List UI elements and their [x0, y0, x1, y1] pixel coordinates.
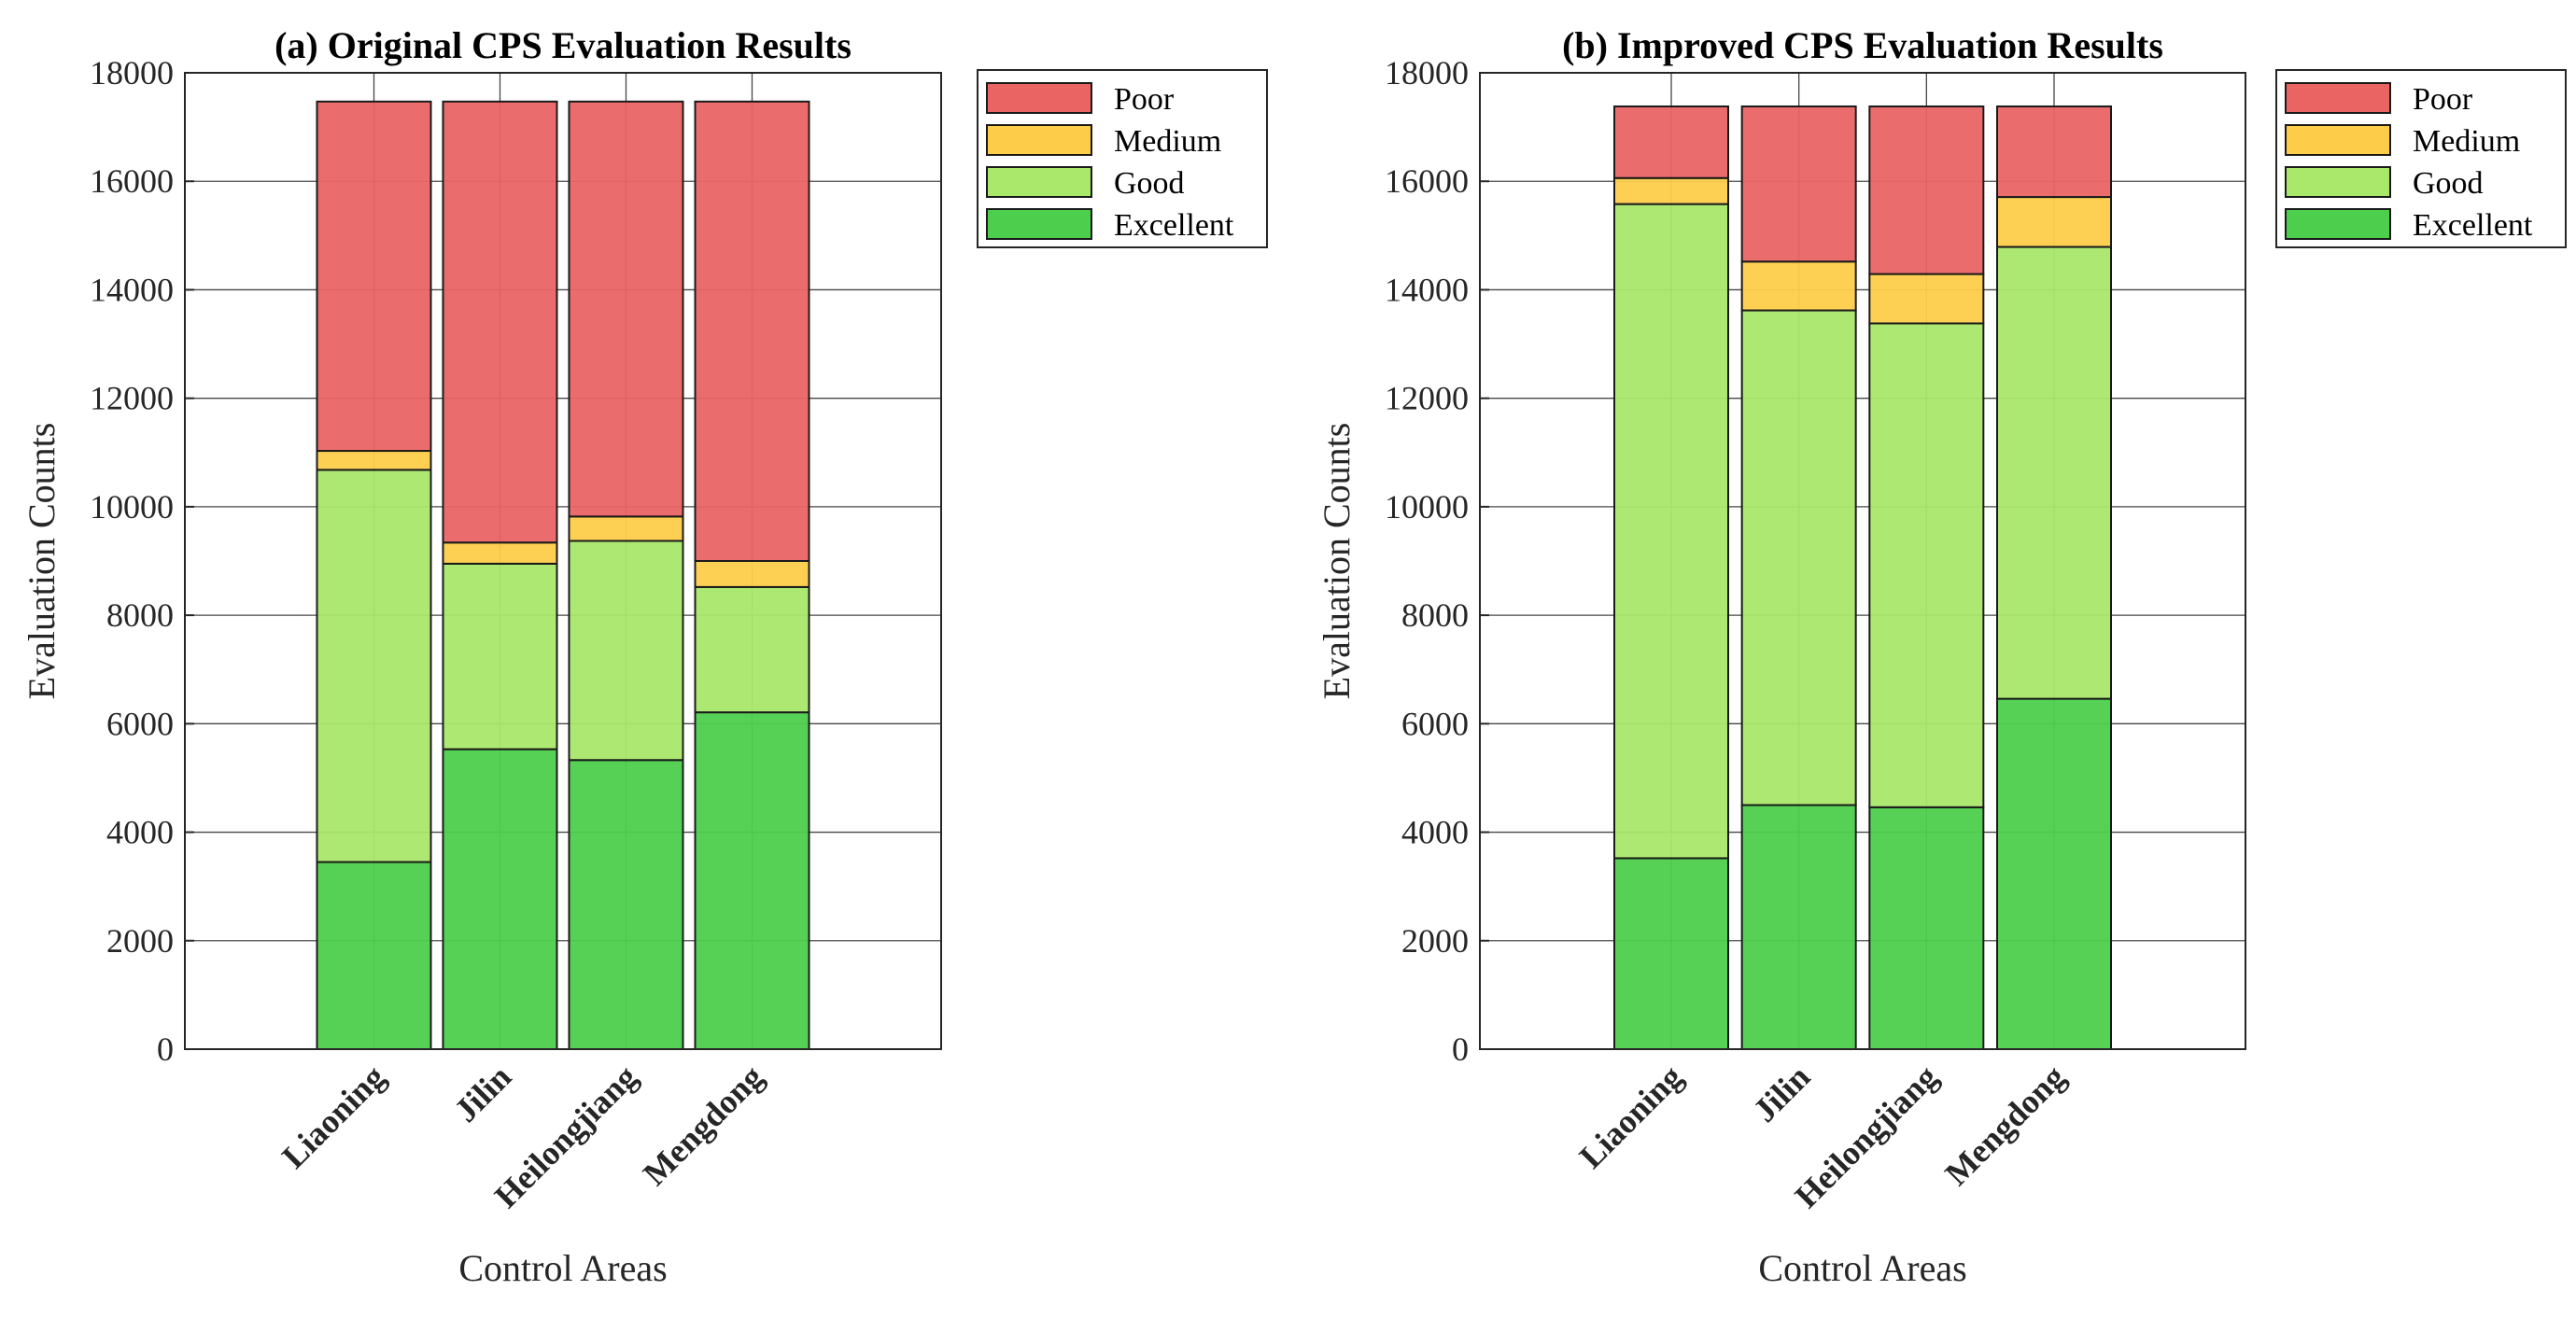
y-tick-label: 0 — [1452, 1031, 1469, 1068]
bar-good-mengdong — [1996, 245, 2112, 700]
bar-good-liaoning — [1613, 203, 1729, 860]
y-tick-label: 16000 — [1385, 162, 1469, 200]
bar-excellent-liaoning — [1613, 857, 1729, 1051]
y-tick-label: 2000 — [1401, 922, 1469, 960]
legend-swatch-medium — [986, 124, 1092, 156]
grid — [185, 73, 941, 1049]
x-tick-label: Jilin — [447, 1058, 518, 1129]
bar-excellent-liaoning — [316, 861, 432, 1050]
y-tick-label: 4000 — [1401, 814, 1469, 851]
legend-swatch-medium — [2285, 124, 2391, 156]
legend-swatch-poor — [2285, 82, 2391, 114]
legend: Poor Medium Good Excellent — [2275, 69, 2567, 248]
y-tick-label: 12000 — [90, 380, 174, 417]
bar-good-jilin — [442, 562, 558, 750]
bar-poor-heilongjiang — [1868, 105, 1985, 275]
bar-good-jilin — [1740, 309, 1857, 806]
bar-good-mengdong — [694, 585, 810, 714]
bar-medium-liaoning — [316, 450, 432, 471]
y-tick-label: 2000 — [106, 922, 174, 960]
x-axis-label: Control Areas — [1758, 1247, 1966, 1289]
legend-label-good: Good — [2413, 166, 2484, 201]
x-tick-label: Mengdong — [1937, 1058, 2072, 1192]
bar-medium-heilongjiang — [568, 515, 684, 542]
bar-good-heilongjiang — [1868, 322, 1985, 808]
plot-area — [1479, 72, 2246, 1050]
bar-poor-liaoning — [1613, 105, 1729, 179]
y-tick-label: 14000 — [90, 271, 174, 308]
legend-swatch-excellent — [2285, 208, 2391, 240]
bar-poor-mengdong — [694, 100, 810, 562]
bars — [1613, 105, 2112, 1051]
legend-label-medium: Medium — [1114, 124, 1221, 159]
grid — [1480, 73, 2245, 1049]
legend-swatch-poor — [986, 82, 1092, 114]
y-tick-label: 8000 — [106, 596, 174, 634]
y-tick-label: 10000 — [1385, 488, 1469, 526]
bar-excellent-mengdong — [694, 711, 810, 1050]
y-tick-label: 18000 — [90, 54, 174, 91]
bar-medium-mengdong — [694, 560, 810, 588]
legend-label-poor: Poor — [1114, 82, 1175, 117]
chart-panel-a: 0 2000 4000 6000 8000 10000 12000 14000 16000 180… — [21, 24, 1268, 1289]
legend-label-poor: Poor — [2413, 82, 2473, 117]
x-tick-label: Liaoning — [274, 1058, 392, 1175]
legend-swatch-good — [986, 166, 1092, 198]
bar-excellent-jilin — [1740, 804, 1857, 1050]
bars — [316, 100, 810, 1050]
y-tick-label: 8000 — [1401, 596, 1469, 634]
legend-label-excellent: Excellent — [1114, 208, 1234, 243]
y-tick-label: 10000 — [90, 488, 174, 526]
x-tick-label: Liaoning — [1572, 1058, 1690, 1175]
bar-medium-heilongjiang — [1868, 273, 1985, 325]
x-tick-label: Jilin — [1746, 1058, 1817, 1129]
bar-excellent-jilin — [442, 748, 558, 1050]
bar-poor-heilongjiang — [568, 100, 684, 518]
y-axis-label: Evaluation Counts — [1316, 423, 1358, 700]
y-tick-label: 0 — [157, 1031, 174, 1068]
y-tick-label: 12000 — [1385, 380, 1469, 417]
bar-medium-jilin — [1740, 260, 1857, 312]
y-tick-label: 4000 — [106, 814, 174, 851]
legend-label-medium: Medium — [2413, 124, 2520, 159]
bar-poor-jilin — [1740, 105, 1857, 263]
chart-title: (b) Improved CPS Evaluation Results — [1562, 24, 2163, 66]
bar-medium-mengdong — [1996, 196, 2112, 248]
plot-area — [184, 72, 942, 1050]
legend: Poor Medium Good Excellent — [977, 69, 1268, 248]
bar-excellent-heilongjiang — [568, 759, 684, 1050]
y-tick-label: 18000 — [1385, 54, 1469, 91]
y-tick-label: 6000 — [1401, 705, 1469, 742]
bar-excellent-mengdong — [1996, 697, 2112, 1050]
y-tick-label: 14000 — [1385, 271, 1469, 308]
legend-label-good: Good — [1114, 166, 1185, 201]
x-axis-label: Control Areas — [458, 1247, 667, 1289]
legend-label-excellent: Excellent — [2413, 208, 2533, 243]
x-tick-label: Mengdong — [636, 1058, 770, 1192]
bar-poor-mengdong — [1996, 105, 2112, 199]
y-tick-label: 16000 — [90, 162, 174, 200]
y-tick-label: 6000 — [106, 705, 174, 742]
chart-title: (a) Original CPS Evaluation Results — [274, 24, 852, 66]
bar-medium-liaoning — [1613, 176, 1729, 205]
bar-good-liaoning — [316, 469, 432, 863]
bar-medium-jilin — [442, 541, 558, 565]
legend-swatch-good — [2285, 166, 2391, 198]
chart-panel-b: 0 2000 4000 6000 8000 10000 12000 14000 16000 180… — [1316, 24, 2567, 1289]
bar-good-heilongjiang — [568, 540, 684, 762]
bar-excellent-heilongjiang — [1868, 806, 1985, 1051]
legend-swatch-excellent — [986, 208, 1092, 240]
bar-poor-jilin — [442, 100, 558, 544]
bar-poor-liaoning — [316, 100, 432, 453]
y-axis-label: Evaluation Counts — [21, 423, 63, 700]
